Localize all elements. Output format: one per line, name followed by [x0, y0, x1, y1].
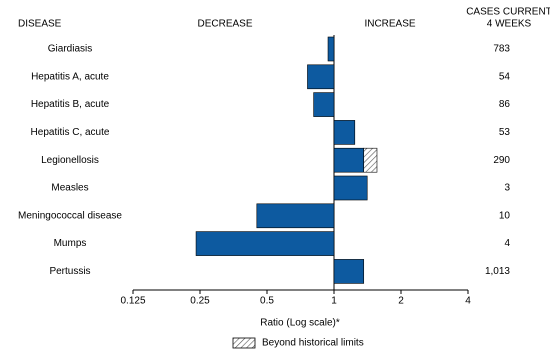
- category-label: Meningococcal disease: [18, 210, 122, 221]
- header-increase: INCREASE: [364, 19, 415, 30]
- category-label: Hepatitis A, acute: [31, 71, 109, 82]
- legend-swatch: [232, 337, 256, 349]
- cases-label: 54: [499, 71, 511, 82]
- header-cases: CASES CURRENT: [466, 7, 550, 18]
- x-tick-label: 0.5: [260, 296, 274, 307]
- header-cases: 4 WEEKS: [487, 19, 532, 30]
- bar: [195, 231, 335, 256]
- bar: [333, 120, 356, 145]
- bar: [313, 92, 335, 117]
- category-label: Legionellosis: [41, 155, 99, 166]
- bar: [333, 147, 365, 173]
- x-axis-title: Ratio (Log scale)*: [260, 318, 340, 329]
- cases-label: 86: [499, 99, 511, 110]
- category-label: Giardiasis: [48, 44, 92, 55]
- category-label: Hepatitis B, acute: [31, 99, 110, 110]
- cases-label: 10: [499, 210, 511, 221]
- x-tick-label: 2: [398, 296, 404, 307]
- x-tick-label: 4: [465, 296, 471, 307]
- bar: [256, 203, 335, 229]
- cases-label: 3: [504, 183, 510, 194]
- x-tick-label: 0.25: [190, 296, 210, 307]
- cases-label: 1,013: [485, 266, 510, 277]
- bar: [333, 175, 368, 201]
- category-label: Mumps: [54, 238, 87, 249]
- category-label: Pertussis: [49, 266, 90, 277]
- cases-label: 290: [493, 155, 510, 166]
- bar: [307, 64, 335, 90]
- header-disease: DISEASE: [18, 19, 62, 30]
- category-label: Measles: [51, 183, 88, 194]
- legend-label: Beyond historical limits: [262, 338, 364, 349]
- cases-label: 4: [504, 238, 510, 249]
- category-label: Hepatitis C, acute: [31, 127, 110, 138]
- bar: [327, 36, 335, 62]
- header-decrease: DECREASE: [197, 19, 252, 30]
- x-tick-label: 1: [331, 296, 337, 307]
- cases-label: 53: [499, 127, 511, 138]
- bar: [333, 259, 365, 284]
- beyond-limits-bar: [363, 147, 378, 173]
- cases-label: 783: [493, 44, 510, 55]
- x-tick-label: 0.125: [120, 296, 145, 307]
